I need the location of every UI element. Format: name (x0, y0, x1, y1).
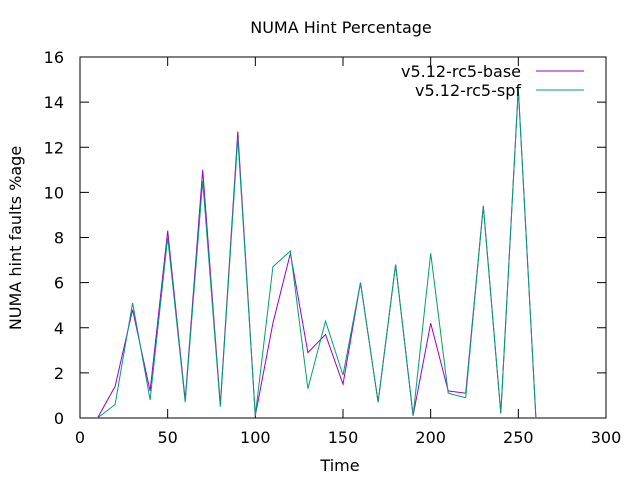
x-axis-label: Time (319, 456, 359, 475)
y-tick-label: 4 (54, 319, 64, 338)
y-tick-label: 16 (44, 48, 64, 67)
legend-label-1: v5.12-rc5-base (401, 62, 521, 81)
y-tick-label: 6 (54, 274, 64, 293)
series-line-2 (97, 88, 537, 419)
x-tick-label: 0 (75, 428, 85, 447)
y-tick-label: 8 (54, 229, 64, 248)
axis-ticks: 0 2 4 6 8 10 12 14 16 0 50 100 150 200 250 300 (44, 48, 622, 447)
y-tick-label: 10 (44, 183, 64, 202)
y-tick-label: 0 (54, 409, 64, 428)
y-tick-label: 2 (54, 364, 64, 383)
x-tick-label: 150 (328, 428, 359, 447)
plot-area-frame (79, 56, 607, 419)
chart-title: NUMA Hint Percentage (250, 18, 432, 37)
x-tick-label: 100 (240, 428, 271, 447)
x-tick-label: 300 (591, 428, 622, 447)
x-tick-label: 50 (157, 428, 177, 447)
x-tick-label: 250 (503, 428, 534, 447)
y-axis-label: NUMA hint faults %age (6, 146, 25, 330)
x-tick-label: 200 (415, 428, 446, 447)
series-layer (97, 88, 537, 419)
series-line-1 (97, 88, 537, 419)
y-tick-label: 12 (44, 138, 64, 157)
legend-label-2: v5.12-rc5-spf (415, 81, 521, 100)
y-tick-label: 14 (44, 93, 64, 112)
